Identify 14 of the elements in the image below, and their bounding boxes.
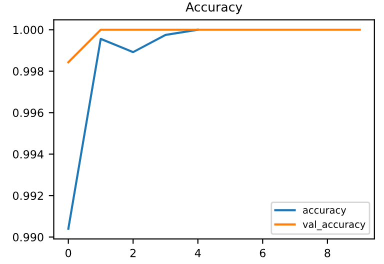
chart-title: Accuracy	[186, 2, 242, 14]
y-tick-label: 0.990	[12, 233, 44, 242]
y-tick-label: 0.994	[12, 150, 44, 159]
x-tick-label: 6	[260, 248, 266, 258]
y-tick-label: 1.000	[13, 26, 44, 34]
x-tick-label: 2	[130, 248, 136, 258]
x-tick-label: 0	[66, 248, 72, 258]
y-tick-label: 0.998	[12, 67, 44, 76]
x-tick-label: 8	[324, 248, 330, 258]
legend-label: accuracy	[303, 208, 346, 216]
x-tick-label: 4	[194, 248, 201, 258]
y-tick-label: 0.992	[12, 192, 43, 200]
y-tick-label: 0.996	[12, 108, 44, 118]
legend-label: val_accuracy	[302, 220, 366, 230]
